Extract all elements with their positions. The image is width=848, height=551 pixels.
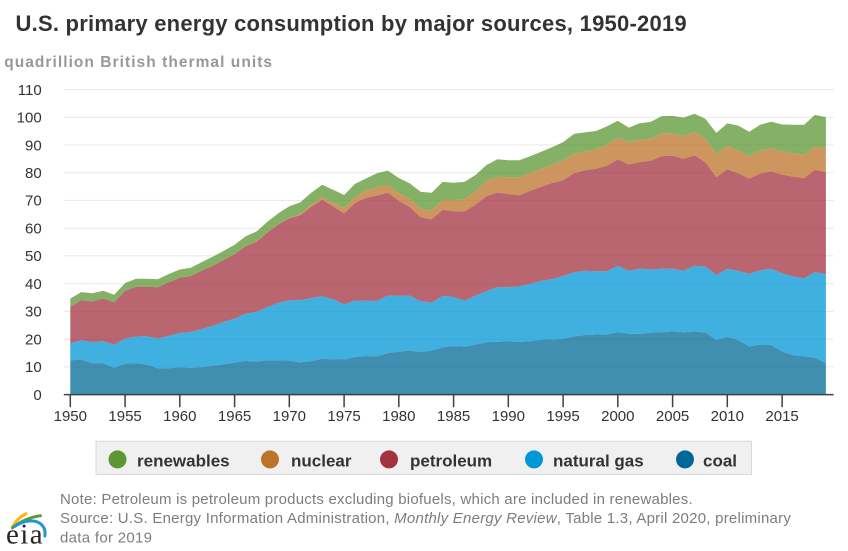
svg-text:1960: 1960 <box>163 408 196 425</box>
svg-text:10: 10 <box>25 359 42 376</box>
svg-text:1975: 1975 <box>327 408 360 425</box>
svg-text:Source: U.S. Energy Informatio: Source: U.S. Energy Information Administ… <box>60 510 791 527</box>
svg-text:0: 0 <box>33 387 41 404</box>
svg-text:1965: 1965 <box>218 408 251 425</box>
svg-text:coal: coal <box>703 452 737 471</box>
svg-text:natural gas: natural gas <box>553 452 644 471</box>
svg-text:70: 70 <box>25 193 42 210</box>
svg-text:2000: 2000 <box>601 408 634 425</box>
svg-text:60: 60 <box>25 221 42 238</box>
svg-text:50: 50 <box>25 248 42 265</box>
svg-text:1970: 1970 <box>273 408 306 425</box>
svg-text:1955: 1955 <box>108 408 141 425</box>
svg-text:data for 2019: data for 2019 <box>60 529 152 546</box>
svg-text:1995: 1995 <box>546 408 579 425</box>
svg-text:1980: 1980 <box>382 408 415 425</box>
svg-text:1990: 1990 <box>492 408 525 425</box>
svg-text:100: 100 <box>17 110 42 127</box>
svg-text:90: 90 <box>25 137 42 154</box>
svg-text:20: 20 <box>25 331 42 348</box>
svg-text:80: 80 <box>25 165 42 182</box>
svg-text:1950: 1950 <box>54 408 87 425</box>
svg-text:2005: 2005 <box>656 408 689 425</box>
svg-text:Note: Petroleum is petroleum p: Note: Petroleum is petroleum products ex… <box>60 491 693 508</box>
svg-text:1985: 1985 <box>437 408 470 425</box>
svg-text:U.S. primary energy consumptio: U.S. primary energy consumption by major… <box>16 11 687 36</box>
svg-text:renewables: renewables <box>137 452 230 471</box>
svg-text:40: 40 <box>25 276 42 293</box>
svg-text:30: 30 <box>25 304 42 321</box>
svg-text:petroleum: petroleum <box>410 452 492 471</box>
svg-text:2010: 2010 <box>711 408 744 425</box>
svg-text:110: 110 <box>18 82 42 99</box>
svg-text:nuclear: nuclear <box>291 452 352 471</box>
svg-text:2015: 2015 <box>765 408 798 425</box>
svg-text:eia: eia <box>6 519 44 551</box>
svg-text:quadrillion British thermal un: quadrillion British thermal units <box>4 54 273 71</box>
